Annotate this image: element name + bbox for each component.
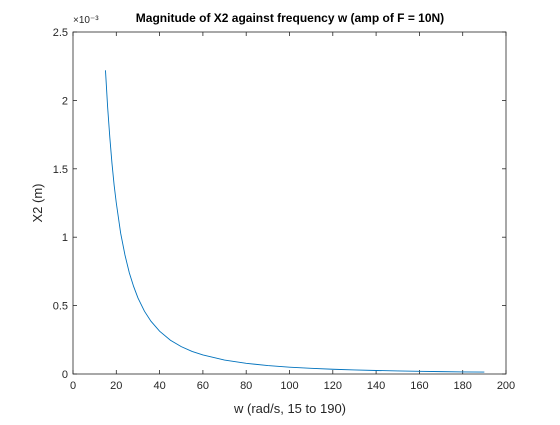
chart-title: Magnitude of X2 against frequency w (amp… [136, 11, 444, 25]
x-tick-label: 40 [153, 380, 165, 392]
y-tick-label: 0 [62, 369, 68, 381]
y-tick-label: 2 [62, 95, 68, 107]
x-tick-label: 120 [324, 380, 342, 392]
x-tick-label: 20 [110, 380, 122, 392]
x-tick-label: 100 [280, 380, 298, 392]
x-tick-label: 140 [367, 380, 385, 392]
x-tick-label: 180 [454, 380, 472, 392]
x-tick-label: 200 [497, 380, 515, 392]
x-tick-label: 60 [197, 380, 209, 392]
y-tick-label: 1 [62, 232, 68, 244]
tick-labels: 0 20 40 60 80 100 120 140 160 180 200 0 0.5 1 1.5 2 2.5 [53, 27, 515, 392]
y-tick-label: 1.5 [53, 164, 68, 176]
y-tick-label: 0.5 [53, 301, 68, 313]
y-axis-label: X2 (m) [30, 184, 45, 223]
y-tick-label: 2.5 [53, 27, 68, 39]
x-tick-label: 80 [240, 380, 252, 392]
x-tick-label: 0 [70, 380, 76, 392]
x-tick-label: 160 [410, 380, 428, 392]
series-line [105, 70, 485, 373]
x-axis-label: w (rad/s, 15 to 190) [233, 401, 346, 416]
plot-area [73, 32, 506, 374]
y-exponent-label: ×10⁻³ [73, 15, 99, 26]
axes-box [72, 31, 507, 375]
